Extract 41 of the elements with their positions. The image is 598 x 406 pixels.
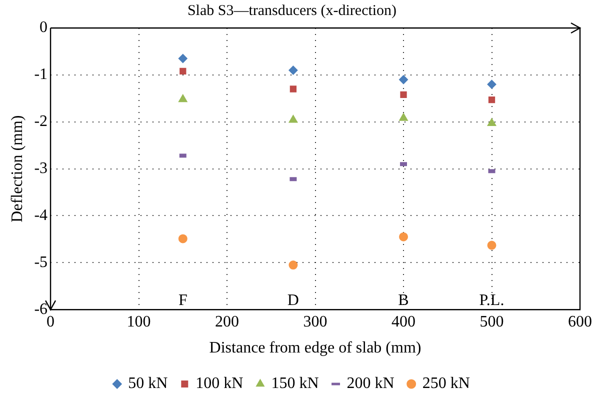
x-tick-label: 400	[392, 313, 416, 330]
legend-label: 100 kN	[196, 375, 244, 392]
x-tick-label: 600	[568, 313, 592, 330]
y-tick-label: 0	[40, 19, 48, 36]
x-tick-label: 300	[303, 313, 328, 330]
point	[399, 75, 408, 84]
point	[400, 91, 407, 98]
point	[399, 113, 408, 121]
point	[487, 240, 496, 250]
y-tick-label: -5	[34, 254, 48, 271]
annotation: B	[398, 292, 409, 309]
x-tick-label: 200	[215, 313, 240, 330]
legend-label: 200 kN	[346, 375, 395, 392]
point	[290, 86, 297, 92]
chart-title: Slab S3—transducers (x-direction)	[187, 2, 397, 19]
point	[487, 118, 496, 126]
x-axis-title: Distance from edge of slab (mm)	[209, 340, 422, 357]
point	[180, 68, 186, 75]
annotation: D	[287, 292, 299, 309]
point	[178, 234, 188, 244]
point	[399, 232, 408, 242]
annotation: P.L.	[479, 292, 504, 309]
point	[178, 94, 188, 102]
y-axis-title: Deflection (mm)	[8, 115, 26, 222]
legend-label: 250 kN	[422, 375, 470, 392]
point	[178, 54, 188, 64]
y-tick-label: -3	[34, 160, 48, 178]
point	[487, 80, 496, 89]
y-tick-label: -6	[34, 300, 48, 318]
legend-label: 50 kN	[128, 375, 168, 392]
point	[288, 260, 298, 270]
y-tick-label: -2	[34, 113, 48, 130]
x-tick-label: 100	[126, 313, 151, 330]
y-tick-label: -1	[34, 66, 48, 84]
point	[288, 66, 298, 75]
y-tick-label: -4	[34, 206, 48, 224]
point	[488, 96, 496, 104]
point	[288, 114, 298, 123]
annotation: F	[178, 292, 188, 309]
legend-label: 150 kN	[271, 375, 320, 392]
x-tick-label: 500	[480, 313, 504, 330]
